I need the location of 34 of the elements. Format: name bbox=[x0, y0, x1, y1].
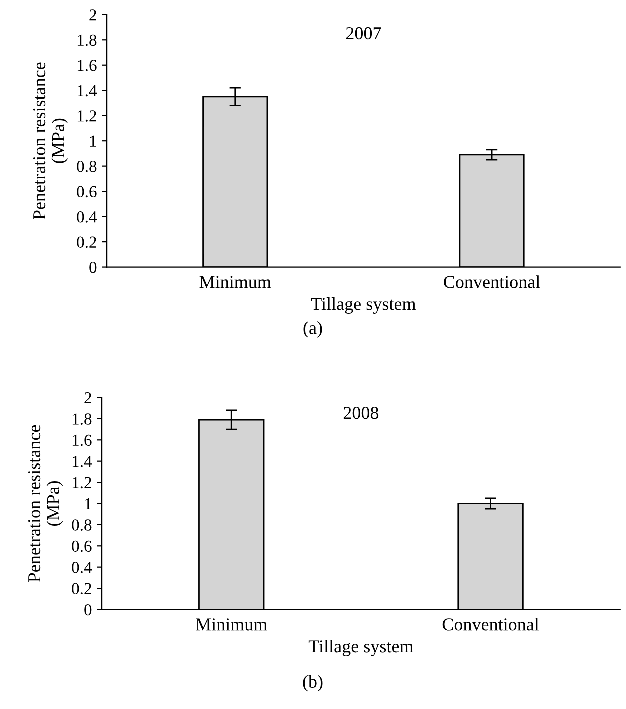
x-axis-title: Tillage system bbox=[308, 640, 414, 656]
x-tick-label: Conventional bbox=[444, 276, 540, 288]
x-axis-title: Tillage system bbox=[311, 298, 416, 314]
x-tick-label: Conventional bbox=[442, 618, 540, 631]
y-tick-label: 0.8 bbox=[77, 161, 97, 172]
chart-title: 2008 bbox=[344, 407, 379, 420]
y-tick-label: 1.8 bbox=[72, 414, 92, 425]
y-tick-label: 0.4 bbox=[77, 212, 98, 223]
y-tick-label: 1.8 bbox=[78, 34, 97, 46]
y-tick-label: 0.6 bbox=[72, 540, 92, 552]
y-tick-label: 0 bbox=[90, 262, 97, 274]
y-tick-label: 0.2 bbox=[77, 236, 96, 248]
y-tick-label: 0.6 bbox=[77, 186, 97, 198]
y-tick-label: 2 bbox=[90, 10, 96, 21]
y-tick-label: 0 bbox=[84, 604, 92, 616]
y-tick-label: 0.2 bbox=[72, 583, 92, 595]
y-tick-label: 1.2 bbox=[78, 110, 96, 122]
y-tick-label: 1.4 bbox=[78, 85, 98, 97]
y-tick-label: 1.4 bbox=[72, 456, 92, 468]
y-axis-title: Penetration resistance (MPa) bbox=[28, 425, 64, 582]
y-tick-label: 1 bbox=[90, 136, 96, 147]
y-tick-label: 1.6 bbox=[78, 60, 97, 72]
x-tick-label: Minimum bbox=[200, 276, 272, 288]
y-tick-label: 1 bbox=[85, 498, 92, 510]
y-axis-title: Penetration resistance (MPa) bbox=[33, 62, 68, 220]
text: (b) bbox=[303, 675, 323, 692]
y-tick-label: 0.8 bbox=[72, 520, 92, 531]
y-tick-label: 0.4 bbox=[72, 562, 92, 574]
text: (a) bbox=[304, 322, 322, 338]
y-tick-label: 1.2 bbox=[72, 477, 92, 489]
y-tick-label: 1.6 bbox=[72, 434, 92, 446]
y-tick-label: 2 bbox=[84, 392, 92, 404]
x-tick-label: Minimum bbox=[196, 618, 268, 631]
text: 2007 bbox=[346, 27, 382, 40]
